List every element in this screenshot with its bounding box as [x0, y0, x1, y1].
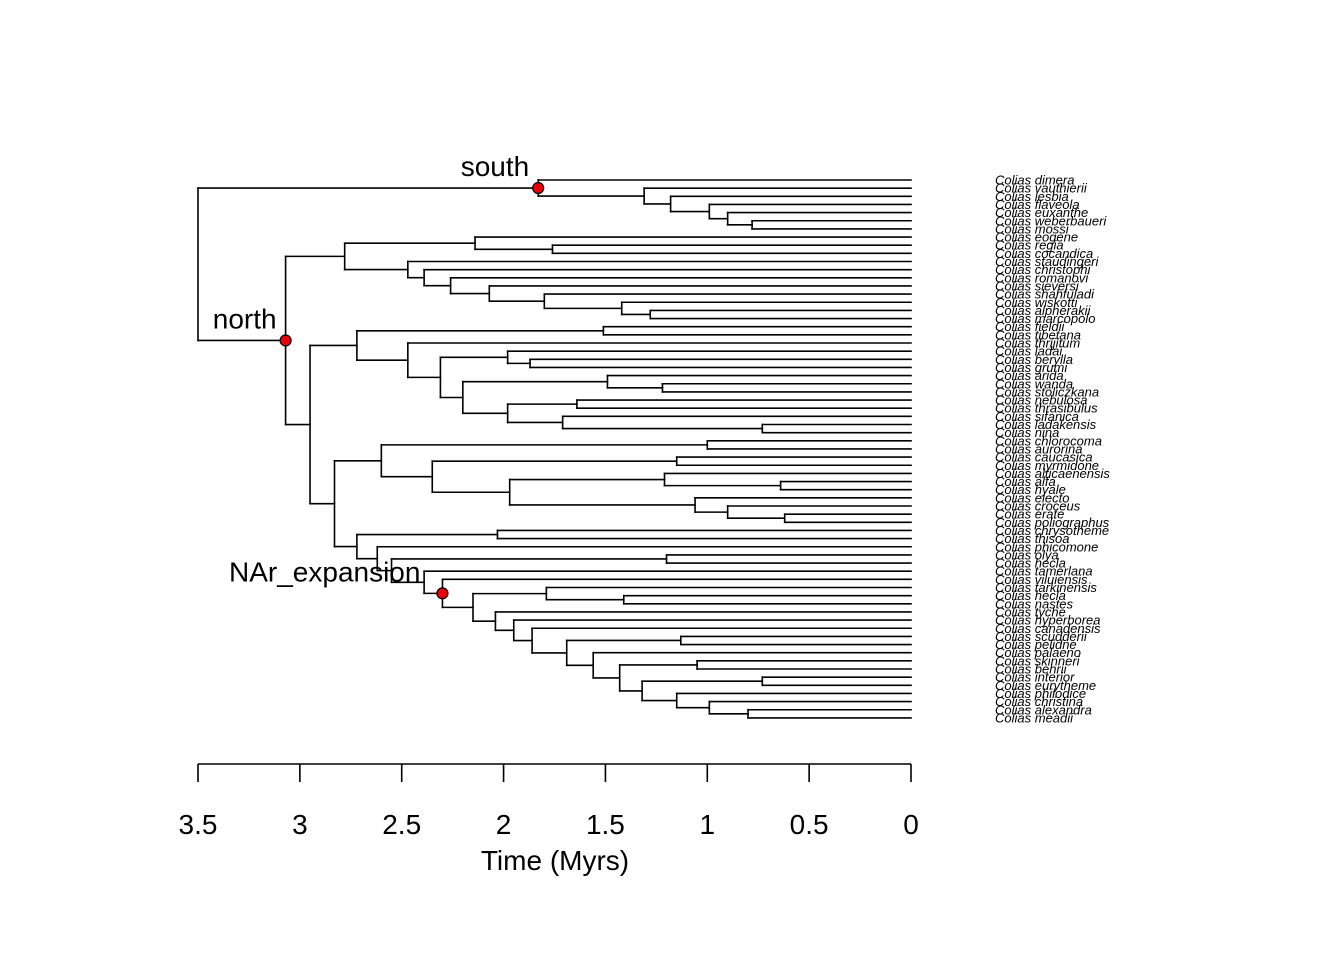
tip-label: Colias christina: [995, 694, 1083, 709]
tip-label: Colias christophi: [995, 262, 1091, 277]
tip-label: Colias regia: [995, 238, 1064, 253]
tip-label: Colias arida: [995, 368, 1064, 383]
tip-label: Colias berylla: [995, 352, 1073, 367]
tip-label: Colias thisoa: [995, 531, 1069, 546]
tip-label: Colias marcopolo: [995, 311, 1095, 326]
axis-tick-label: 1: [699, 809, 715, 840]
node-markers: [279, 181, 545, 600]
tip-label: Colias romanovi: [995, 270, 1089, 285]
tip-label: Colias croceus: [995, 499, 1081, 514]
tip-label: Colias electo: [995, 490, 1069, 505]
tip-label: Colias cocandica: [995, 246, 1093, 261]
tip-label: Colias nastes: [995, 596, 1074, 611]
tip-label: Colias tyche: [995, 604, 1066, 619]
tip-label: Colias alpherakii: [995, 303, 1091, 318]
tip-label: Colias stoliczkana: [995, 384, 1099, 399]
axis-tick-label: 0.5: [790, 809, 829, 840]
tip-label: Colias vauthierii: [995, 181, 1088, 196]
tip-label: Colias thrijitum: [995, 336, 1080, 351]
axis-ticks: 3.5 3 2.5 2 1.5 1 0.5 0: [179, 764, 919, 840]
tip-label: Colias erate: [995, 507, 1064, 522]
tip-label: Colias wanda: [995, 376, 1073, 391]
axis-tick-label: 1.5: [586, 809, 625, 840]
tip-label: Colias interior: [995, 670, 1075, 685]
axis-title: Time (Myrs): [481, 845, 629, 876]
tip-label: Colias phicomone: [995, 539, 1098, 554]
tip-label: Colias dimera: [995, 173, 1074, 188]
tip-label: Colias sieversi: [995, 278, 1080, 293]
tip-label: Colias poliographus: [995, 515, 1110, 530]
tip-label: Colias shahfuladi: [995, 287, 1095, 302]
axis-tick-label: 2.5: [382, 809, 421, 840]
tip-label: Colias ladakensis: [995, 417, 1097, 432]
tip-label: Colias viluiensis: [995, 572, 1088, 587]
tip-label: Colias ladai: [995, 344, 1063, 359]
axis-tick-label: 0: [903, 809, 919, 840]
tip-label: Colias alexandra: [995, 702, 1092, 717]
tip-label: Colias chrysotheme: [995, 523, 1109, 538]
tip-label: Colias nebulosa: [995, 393, 1088, 408]
tip-label: Colias nina: [995, 425, 1059, 440]
time-axis: 3.5 3 2.5 2 1.5 1 0.5 0 Time (Myrs): [179, 763, 919, 876]
tip-label: Colias hyale: [995, 482, 1066, 497]
tip-label: Colias tamerlana: [995, 564, 1093, 579]
node-label: south: [461, 151, 530, 182]
axis-tick-label: 3: [292, 809, 308, 840]
node-marker: [436, 587, 449, 600]
tip-label: Colias tarkinensis: [995, 580, 1097, 595]
tip-label: Colias wiskotti: [995, 295, 1078, 310]
tip-label: Colias myrmidone: [995, 458, 1099, 473]
tip-label: Colias tibetana: [995, 327, 1081, 342]
tip-label: Colias grumi: [995, 360, 1068, 375]
tip-label: Colias meadii: [995, 710, 1074, 725]
tip-label: Colias hecla: [995, 588, 1066, 603]
tip-label: Colias philodice: [995, 686, 1086, 701]
tip-label: Colias fieldii: [995, 319, 1065, 334]
tip-label: Colias aurorina: [995, 441, 1082, 456]
tip-label: Colias palaeno: [995, 645, 1081, 660]
tip-label: Colias eurytheme: [995, 678, 1096, 693]
tip-label: Colias alticaenensis: [995, 466, 1110, 481]
tip-label: Colias caucasica: [995, 450, 1093, 465]
axis-tick-label: 3.5: [179, 809, 218, 840]
tip-label: Colias staudingeri: [995, 254, 1099, 269]
node-marker: [279, 334, 292, 347]
tip-label: Colias chlorocoma: [995, 433, 1102, 448]
axis-tick-label: 2: [496, 809, 512, 840]
tip-label: Colias weberbaueri: [995, 213, 1107, 228]
tip-label: Colias euxanthe: [995, 205, 1088, 220]
tip-label: Colias skinneri: [995, 653, 1081, 668]
tip-label: Colias sifanica: [995, 409, 1079, 424]
tip-label: Colias thrasibulus: [995, 401, 1098, 416]
tip-label: Colias canadensis: [995, 621, 1101, 636]
tip-label: Colias mossi: [995, 221, 1070, 236]
node-label: north: [213, 303, 277, 334]
node-label: NAr_expansion: [229, 556, 420, 587]
tip-label: Colias alfa: [995, 474, 1056, 489]
node-marker: [532, 181, 545, 195]
tree-branches: [197, 179, 912, 719]
tip-label: Colias flaveola: [995, 197, 1080, 212]
tip-label: Colias behrii: [995, 662, 1068, 677]
tip-label: Colias eogene: [995, 230, 1078, 245]
tip-label: Colias scudderii: [995, 629, 1088, 644]
tip-label: Colias olya: [995, 547, 1059, 562]
node-labels: south north NAr_expansion: [213, 151, 529, 587]
tip-label: Colias pelidne: [995, 637, 1077, 652]
tip-label: Colias hyperborea: [995, 613, 1101, 628]
tip-label: Colias hecla: [995, 556, 1066, 571]
tip-label: Colias lesbia: [995, 189, 1069, 204]
